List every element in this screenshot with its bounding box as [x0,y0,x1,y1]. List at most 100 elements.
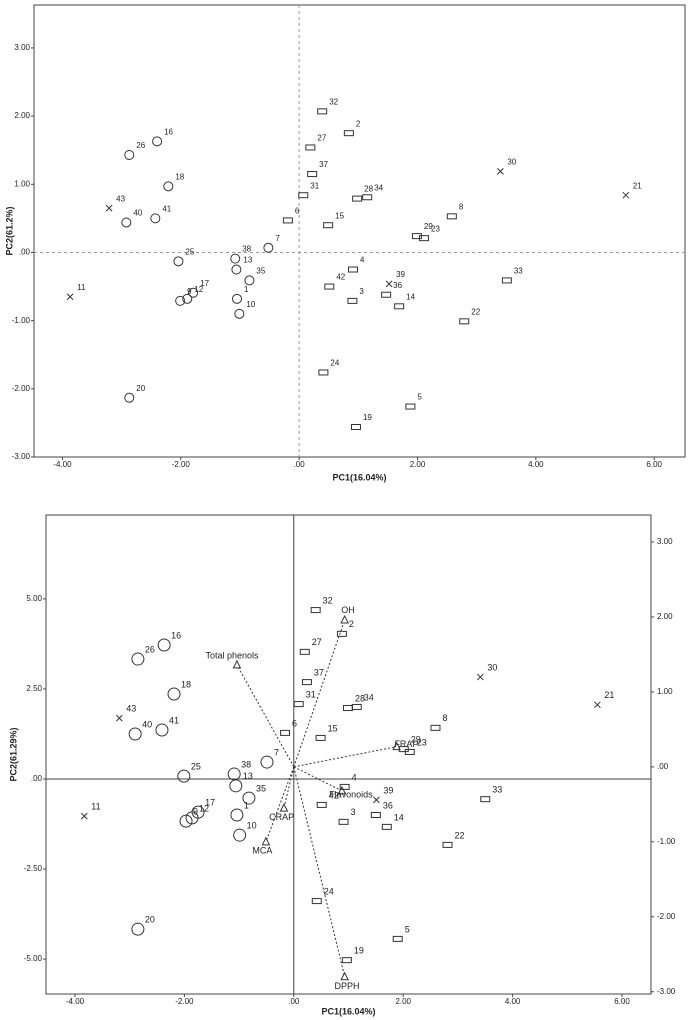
point-label: 6 [292,718,297,728]
point-label: 39 [396,270,405,279]
point-label: 5 [417,393,422,402]
point [177,769,191,783]
point-label: 13 [243,256,252,265]
point-label: 42 [329,790,339,800]
y2-tick-label: -2.00 [657,912,676,921]
point [404,748,415,755]
vector-line [293,766,343,792]
vector-head [232,659,242,669]
point [179,814,193,828]
point-label: 7 [274,747,279,757]
point [150,213,161,224]
point [230,253,241,264]
vector-label: Flavonoids [329,790,373,800]
cross-stroke [80,812,88,820]
point-label: 36 [393,281,402,290]
point-label: 17 [205,797,215,807]
point [347,297,358,304]
y-tick-label: .00 [31,774,43,783]
point [307,171,318,178]
point-label: 2 [349,619,354,629]
cross-stroke [622,191,630,199]
point [282,217,293,224]
y2-tick-label: -3.00 [657,987,676,996]
point-label: 31 [310,181,319,190]
point [341,957,352,964]
point [370,812,381,819]
point [128,727,142,741]
point-label: 20 [145,915,155,925]
point-label: 33 [514,267,523,276]
point-label: 43 [116,194,125,203]
point [316,801,327,808]
point [430,724,441,731]
y-tick-label: 2.50 [26,684,42,693]
point [152,136,163,147]
plot: -4.00 -2.00.00 2.00 4.00 6.00-3.00-2.00-1.00… [4,4,686,482]
vector-head [279,802,289,812]
point [419,235,430,242]
point [446,213,457,220]
point [301,679,312,686]
x-tick-label: .00 [288,997,300,1006]
x-tick-label: -4.00 [66,997,85,1006]
point [263,242,274,253]
point-label: 16 [164,127,173,136]
point [405,403,416,410]
point-label: 35 [256,267,265,276]
point [343,130,354,137]
point-label: 40 [133,209,142,218]
plot: -4.00 -2.00.00 2.00 4.00 6.00-5.00-2.50.002.… [8,514,676,1016]
vector-line [283,766,295,809]
loading-vector [293,766,347,795]
point-label: 36 [383,800,393,810]
point-label: 34 [364,692,374,702]
point [442,841,453,848]
point-label: 16 [171,630,181,640]
point-label: 25 [191,761,201,771]
vector-line [265,766,295,843]
point [338,818,349,825]
point [385,280,393,288]
point-label: 30 [507,157,516,166]
loading-vector [279,766,295,812]
point [373,796,380,804]
y-tick-label: 1.00 [14,179,30,188]
point [622,191,630,199]
point-label: 1 [244,285,249,294]
y2-tick-label: 3.00 [657,537,673,546]
cross-stroke [476,673,484,681]
point-label: 33 [492,785,502,795]
point [188,287,199,298]
point [157,638,171,652]
point-label: 6 [295,207,300,216]
loading-vector [232,659,295,768]
cross-stroke [496,167,504,175]
point-label: 25 [185,247,194,256]
y-tick-label: -2.00 [12,384,31,393]
point [244,275,255,286]
point-label: 24 [330,359,339,368]
point [501,277,512,284]
point-label: 5 [405,924,410,934]
plot-frame [45,514,652,995]
point-label: 35 [256,783,266,793]
vector-label: DPPH [335,981,360,991]
point-label: 4 [352,772,357,782]
x-axis-title: PC1(16.04%) [332,472,386,482]
vector-head [340,614,349,624]
point-label: 34 [374,183,383,192]
point-label: 43 [126,703,136,713]
point-label: 21 [633,181,642,190]
vector-head [340,971,349,981]
point-label: 18 [175,172,184,181]
vector-line [293,746,397,768]
point-label: 28 [364,185,373,194]
point [347,266,358,273]
point [280,729,291,736]
y-tick-label: -1.00 [12,316,31,325]
point [124,392,135,403]
y-axis-title: PC2(61.29%) [8,727,18,781]
y-tick-label: .00 [19,248,31,257]
vector-label: CRAP [269,812,294,822]
